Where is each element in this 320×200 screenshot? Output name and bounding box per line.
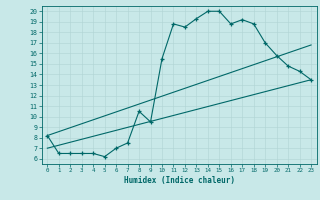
X-axis label: Humidex (Indice chaleur): Humidex (Indice chaleur) <box>124 176 235 185</box>
